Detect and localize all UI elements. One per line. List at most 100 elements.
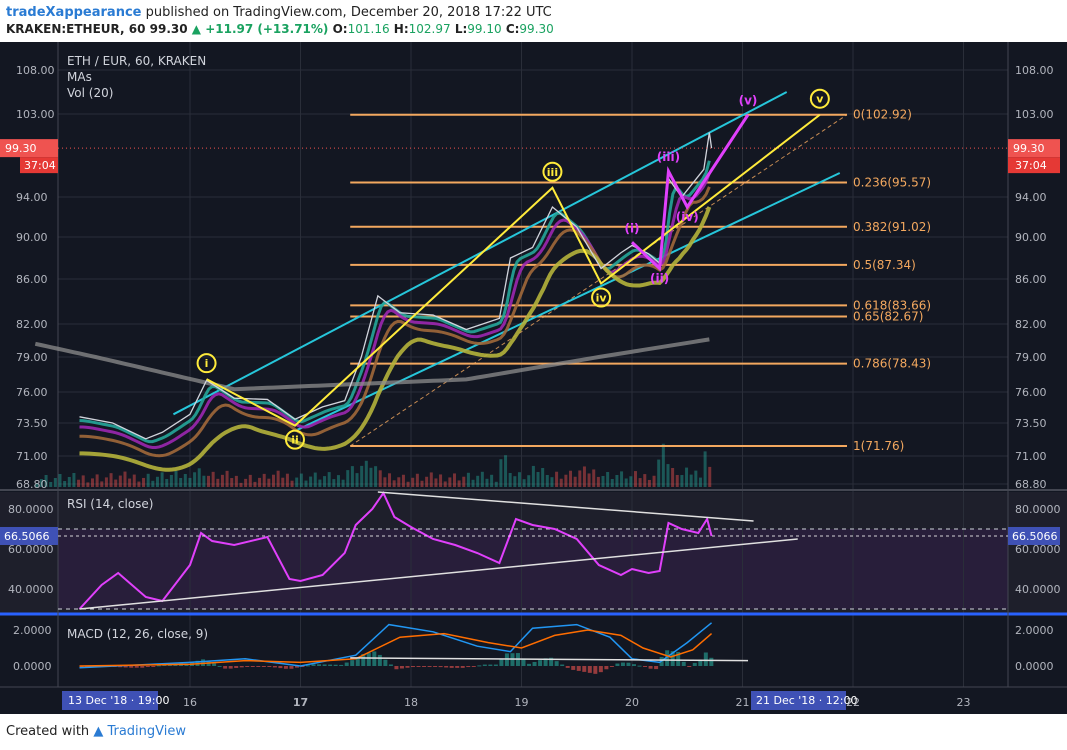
volume-bar <box>44 475 48 487</box>
macd-histogram-bar <box>609 666 614 667</box>
y-tick-label-left: 94.00 <box>16 191 48 204</box>
volume-bar <box>703 451 707 487</box>
macd-histogram-bar <box>449 666 454 668</box>
yellow-wave-label: iv <box>596 292 608 305</box>
macd-histogram-bar <box>709 657 714 666</box>
y-tick-label-right: 76.00 <box>1015 386 1047 399</box>
macd-histogram-bar <box>350 660 355 666</box>
low-value: 99.10 <box>467 22 502 36</box>
indicator-volume[interactable]: Vol (20) <box>67 86 113 100</box>
volume-bar <box>318 479 322 487</box>
y-tick-label-right: 94.00 <box>1015 191 1047 204</box>
macd-histogram-bar <box>571 666 576 670</box>
volume-bar <box>694 470 698 487</box>
macd-histogram-bar <box>317 664 322 666</box>
macd-title[interactable]: MACD (12, 26, close, 9) <box>67 627 208 641</box>
axes: 108.00 108.00 103.00 103.00 94.00 94.00 90.00 9… <box>0 64 1067 714</box>
volume-bar <box>295 477 299 487</box>
volume-bar <box>39 479 43 487</box>
macd-histogram-bar <box>543 658 548 666</box>
magenta-wave-label: (iii) <box>657 150 680 164</box>
macd-histogram-bar <box>388 664 393 666</box>
macd-histogram-bar <box>493 664 498 666</box>
macd-histogram-bar <box>328 664 333 666</box>
open-label: O: <box>332 22 348 36</box>
yellow-wave-circle <box>542 161 563 182</box>
tradingview-brand[interactable]: TradingView <box>107 724 186 739</box>
volume-bar <box>666 464 670 487</box>
volume-bar <box>67 477 71 487</box>
volume-bar <box>517 472 521 487</box>
volume-bar <box>708 466 712 487</box>
volume-bar <box>355 473 359 487</box>
publish-text: published on TradingView.com, December 2… <box>145 5 552 20</box>
fib-trend-line <box>349 114 848 447</box>
macd-histogram-bar <box>460 666 465 668</box>
yellow-wave-path <box>206 113 821 427</box>
x-start-label: 13 Dec '18 · 19:00 <box>68 694 170 707</box>
high-label: H: <box>393 22 409 36</box>
volume-bar <box>142 477 146 487</box>
macd-histogram-bar <box>637 665 642 667</box>
macd-histogram-bar <box>118 666 123 668</box>
macd-histogram-bar <box>648 666 653 669</box>
volume-bar <box>550 477 554 487</box>
y-tick-label-left: 76.00 <box>16 386 48 399</box>
volume-bar <box>100 481 104 487</box>
volume-bar <box>364 460 368 487</box>
volume-bar <box>457 480 461 487</box>
fib-level-label: 0.618(83.66) <box>853 298 931 312</box>
long-moving-average <box>34 337 710 392</box>
volume-bar <box>258 477 262 487</box>
countdown-text: 37:04 <box>24 159 56 172</box>
rsi-tick-label-left: 80.0000 <box>8 503 54 516</box>
rsi-tick-label-right: 80.0000 <box>1015 503 1061 516</box>
volume-bar <box>698 477 702 487</box>
volume-bar <box>174 470 178 487</box>
y-tick-label-left: 71.00 <box>16 450 48 463</box>
macd-histogram-bar <box>361 654 366 666</box>
macd-histogram-bar <box>521 658 526 666</box>
macd-histogram-bar <box>394 666 399 670</box>
y-tick-label-left: 108.00 <box>16 64 55 77</box>
volume-bar <box>336 475 340 487</box>
x-tick-label: 19 <box>515 696 529 709</box>
volume-bar <box>452 473 456 487</box>
volume-bar <box>434 478 438 487</box>
author-name[interactable]: tradeXappearance <box>6 5 142 20</box>
trend-channel[interactable] <box>172 91 841 432</box>
macd-histogram-bar <box>527 663 532 666</box>
chart-canvas[interactable]: 0(102.92) 0.236(95.57) 0.382(91.02) 0.5(87.… <box>0 42 1067 714</box>
volume-bar <box>569 470 573 487</box>
macd-histogram-bar <box>632 664 636 666</box>
macd-histogram-bar <box>615 663 620 666</box>
volume-bar <box>160 472 164 487</box>
up-arrow-icon: ▲ <box>191 22 202 36</box>
volume-bar <box>207 475 211 487</box>
volume-bar <box>615 475 619 487</box>
macd-histogram-bar <box>681 661 686 666</box>
volume-bar <box>671 468 675 487</box>
yellow-wave-label: iii <box>547 166 558 179</box>
rsi-support-trendline <box>79 538 798 610</box>
y-tick-label-right: 86.00 <box>1015 273 1047 286</box>
volume-bar <box>271 474 275 487</box>
volume-bar <box>675 475 679 487</box>
indicator-mas[interactable]: MAs <box>67 70 92 84</box>
macd-histogram-bar <box>477 665 482 667</box>
volume-bar <box>225 470 229 487</box>
macd-histogram-bar <box>466 666 471 668</box>
macd-histogram-bar <box>582 666 587 672</box>
macd-histogram-bar <box>455 666 460 668</box>
volume-bar <box>541 468 545 487</box>
macd-histogram-bar <box>245 666 250 667</box>
price-change: +11.97 (+13.71%) <box>205 22 329 36</box>
macd-histogram-bar <box>670 651 675 666</box>
macd-histogram-bar <box>405 666 410 668</box>
y-tick-label-right: 79.00 <box>1015 351 1047 364</box>
rsi-title[interactable]: RSI (14, close) <box>67 497 153 511</box>
macd-histogram-bar <box>692 662 697 666</box>
fib-level-label: 0(102.92) <box>853 108 912 122</box>
volume-bar <box>123 471 127 487</box>
